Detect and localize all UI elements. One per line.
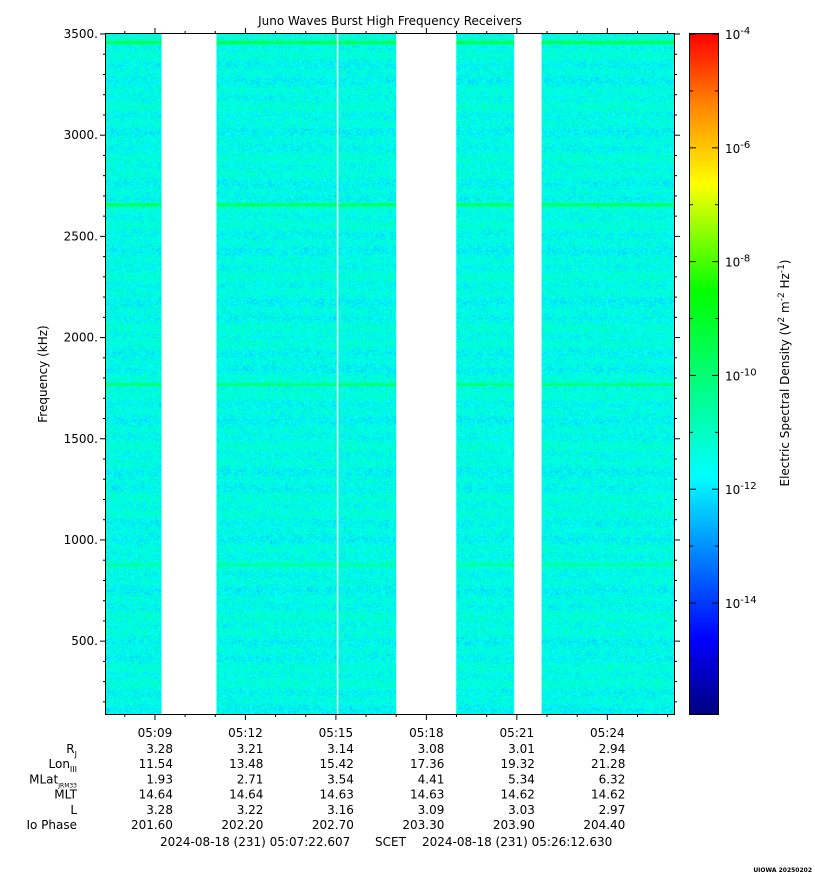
x-tick-label: 05:21 bbox=[500, 726, 535, 740]
spectrogram-plot-area bbox=[105, 33, 675, 715]
data-gap bbox=[161, 34, 217, 714]
colorbar-tick-label: 10-10 bbox=[725, 367, 757, 383]
ephemeris-value: 3.08 bbox=[418, 742, 445, 756]
ephemeris-table: RJ 3.28 3.21 3.14 3.08 3.01 2.94 LonIII 11.54 13.… bbox=[26, 742, 625, 832]
colorbar-tick-label: 10-14 bbox=[725, 595, 757, 611]
y-axis-label: Frequency (kHz) bbox=[36, 325, 50, 422]
ephemeris-value: 14.62 bbox=[500, 788, 534, 802]
x-tick-label: 05:18 bbox=[409, 726, 444, 740]
chart-title: Juno Waves Burst High Frequency Receiver… bbox=[257, 14, 522, 28]
ephemeris-row-label: Io Phase bbox=[26, 818, 77, 832]
ephemeris-row-label: L bbox=[70, 803, 77, 817]
data-gap bbox=[514, 34, 542, 714]
ephemeris-value: 4.41 bbox=[418, 772, 445, 786]
y-axis: 500. 1000. 1500. 2000. 2500. 3000. 3500. bbox=[64, 27, 680, 703]
ephemeris-value: 202.20 bbox=[221, 818, 263, 832]
ephemeris-value: 14.64 bbox=[229, 788, 263, 802]
ephemeris-value: 1.93 bbox=[146, 772, 173, 786]
ephemeris-value: 11.54 bbox=[139, 757, 173, 771]
ephemeris-value: 3.09 bbox=[418, 803, 445, 817]
ephemeris-value: 3.54 bbox=[327, 772, 354, 786]
ephemeris-value: 3.03 bbox=[508, 803, 535, 817]
x-axis: 05:09 05:12 05:15 05:18 05:21 05:24 bbox=[124, 28, 669, 740]
data-gap bbox=[396, 34, 457, 714]
ephemeris-value: 21.28 bbox=[591, 757, 625, 771]
ephemeris-value: 203.30 bbox=[402, 818, 444, 832]
time-range-footer: 2024-08-18 (231) 05:07:22.607 SCET 2024-… bbox=[160, 835, 612, 849]
colorbar-frame bbox=[689, 33, 719, 715]
ephemeris-value: 3.14 bbox=[327, 742, 354, 756]
ephemeris-value: 2.97 bbox=[599, 803, 626, 817]
ephemeris-value: 6.32 bbox=[599, 772, 626, 786]
ephemeris-value: 15.42 bbox=[320, 757, 354, 771]
y-tick-label: 1000. bbox=[64, 533, 98, 547]
ephemeris-value: 3.16 bbox=[327, 803, 354, 817]
y-tick-label: 3000. bbox=[64, 128, 98, 142]
ephemeris-value: 3.21 bbox=[237, 742, 264, 756]
ephemeris-value: 14.64 bbox=[139, 788, 173, 802]
colorbar-gradient bbox=[690, 34, 718, 714]
y-tick-label: 2000. bbox=[64, 331, 98, 345]
ephemeris-value: 3.28 bbox=[146, 742, 173, 756]
plot-frame bbox=[105, 33, 675, 715]
ephemeris-value: 203.90 bbox=[493, 818, 535, 832]
colorbar-ticks: 10-4 10-6 10-8 10-10 10-12 10-14 bbox=[690, 26, 757, 661]
ephemeris-value: 2.71 bbox=[237, 772, 264, 786]
ephemeris-value: 3.28 bbox=[146, 803, 173, 817]
ephemeris-value: 14.63 bbox=[410, 788, 444, 802]
ephemeris-value: 14.62 bbox=[591, 788, 625, 802]
ephemeris-row-label: MLT bbox=[54, 788, 77, 802]
time-range-start: 2024-08-18 (231) 05:07:22.607 bbox=[160, 835, 350, 849]
x-tick-label: 05:15 bbox=[319, 726, 354, 740]
ephemeris-row-label: MLatJRM33 bbox=[29, 772, 77, 789]
ephemeris-value: 13.48 bbox=[229, 757, 263, 771]
x-tick-label: 05:24 bbox=[590, 726, 625, 740]
ephemeris-value: 14.63 bbox=[320, 788, 354, 802]
colorbar-tick-label: 10-8 bbox=[725, 254, 750, 270]
data-gap bbox=[336, 34, 339, 714]
x-tick-label: 05:12 bbox=[228, 726, 263, 740]
ephemeris-value: 3.22 bbox=[237, 803, 264, 817]
colorbar-tick-label: 10-6 bbox=[725, 140, 750, 156]
ephemeris-row-label: RJ bbox=[66, 742, 77, 759]
ephemeris-value: 2.94 bbox=[599, 742, 626, 756]
ephemeris-value: 201.60 bbox=[131, 818, 173, 832]
colorbar-tick-label: 10-12 bbox=[725, 481, 757, 497]
colorbar: 10-4 10-6 10-8 10-10 10-12 10-14 Electric Spe… bbox=[689, 26, 792, 715]
x-tick-label: 05:09 bbox=[138, 726, 173, 740]
ephemeris-row-label: LonIII bbox=[49, 757, 78, 774]
time-range-end: 2024-08-18 (231) 05:26:12.630 bbox=[422, 835, 612, 849]
ephemeris-value: 3.01 bbox=[508, 742, 535, 756]
y-tick-label: 2500. bbox=[64, 229, 98, 243]
y-tick-label: 500. bbox=[71, 634, 98, 648]
ephemeris-value: 5.34 bbox=[508, 772, 535, 786]
ephemeris-value: 202.70 bbox=[312, 818, 354, 832]
ephemeris-value: 17.36 bbox=[410, 757, 444, 771]
ephemeris-value: 19.32 bbox=[500, 757, 534, 771]
ephemeris-value: 204.40 bbox=[583, 818, 625, 832]
colorbar-tick-label: 10-4 bbox=[725, 26, 750, 42]
time-range-frame: SCET bbox=[375, 835, 407, 849]
y-tick-label: 1500. bbox=[64, 432, 98, 446]
data-gaps bbox=[161, 34, 542, 714]
y-tick-label: 3500. bbox=[64, 27, 98, 41]
footer-note: UIOWA 20250202 bbox=[753, 867, 812, 874]
colorbar-label: Electric Spectral Density (V2 m-2 Hz-1) bbox=[777, 259, 792, 486]
